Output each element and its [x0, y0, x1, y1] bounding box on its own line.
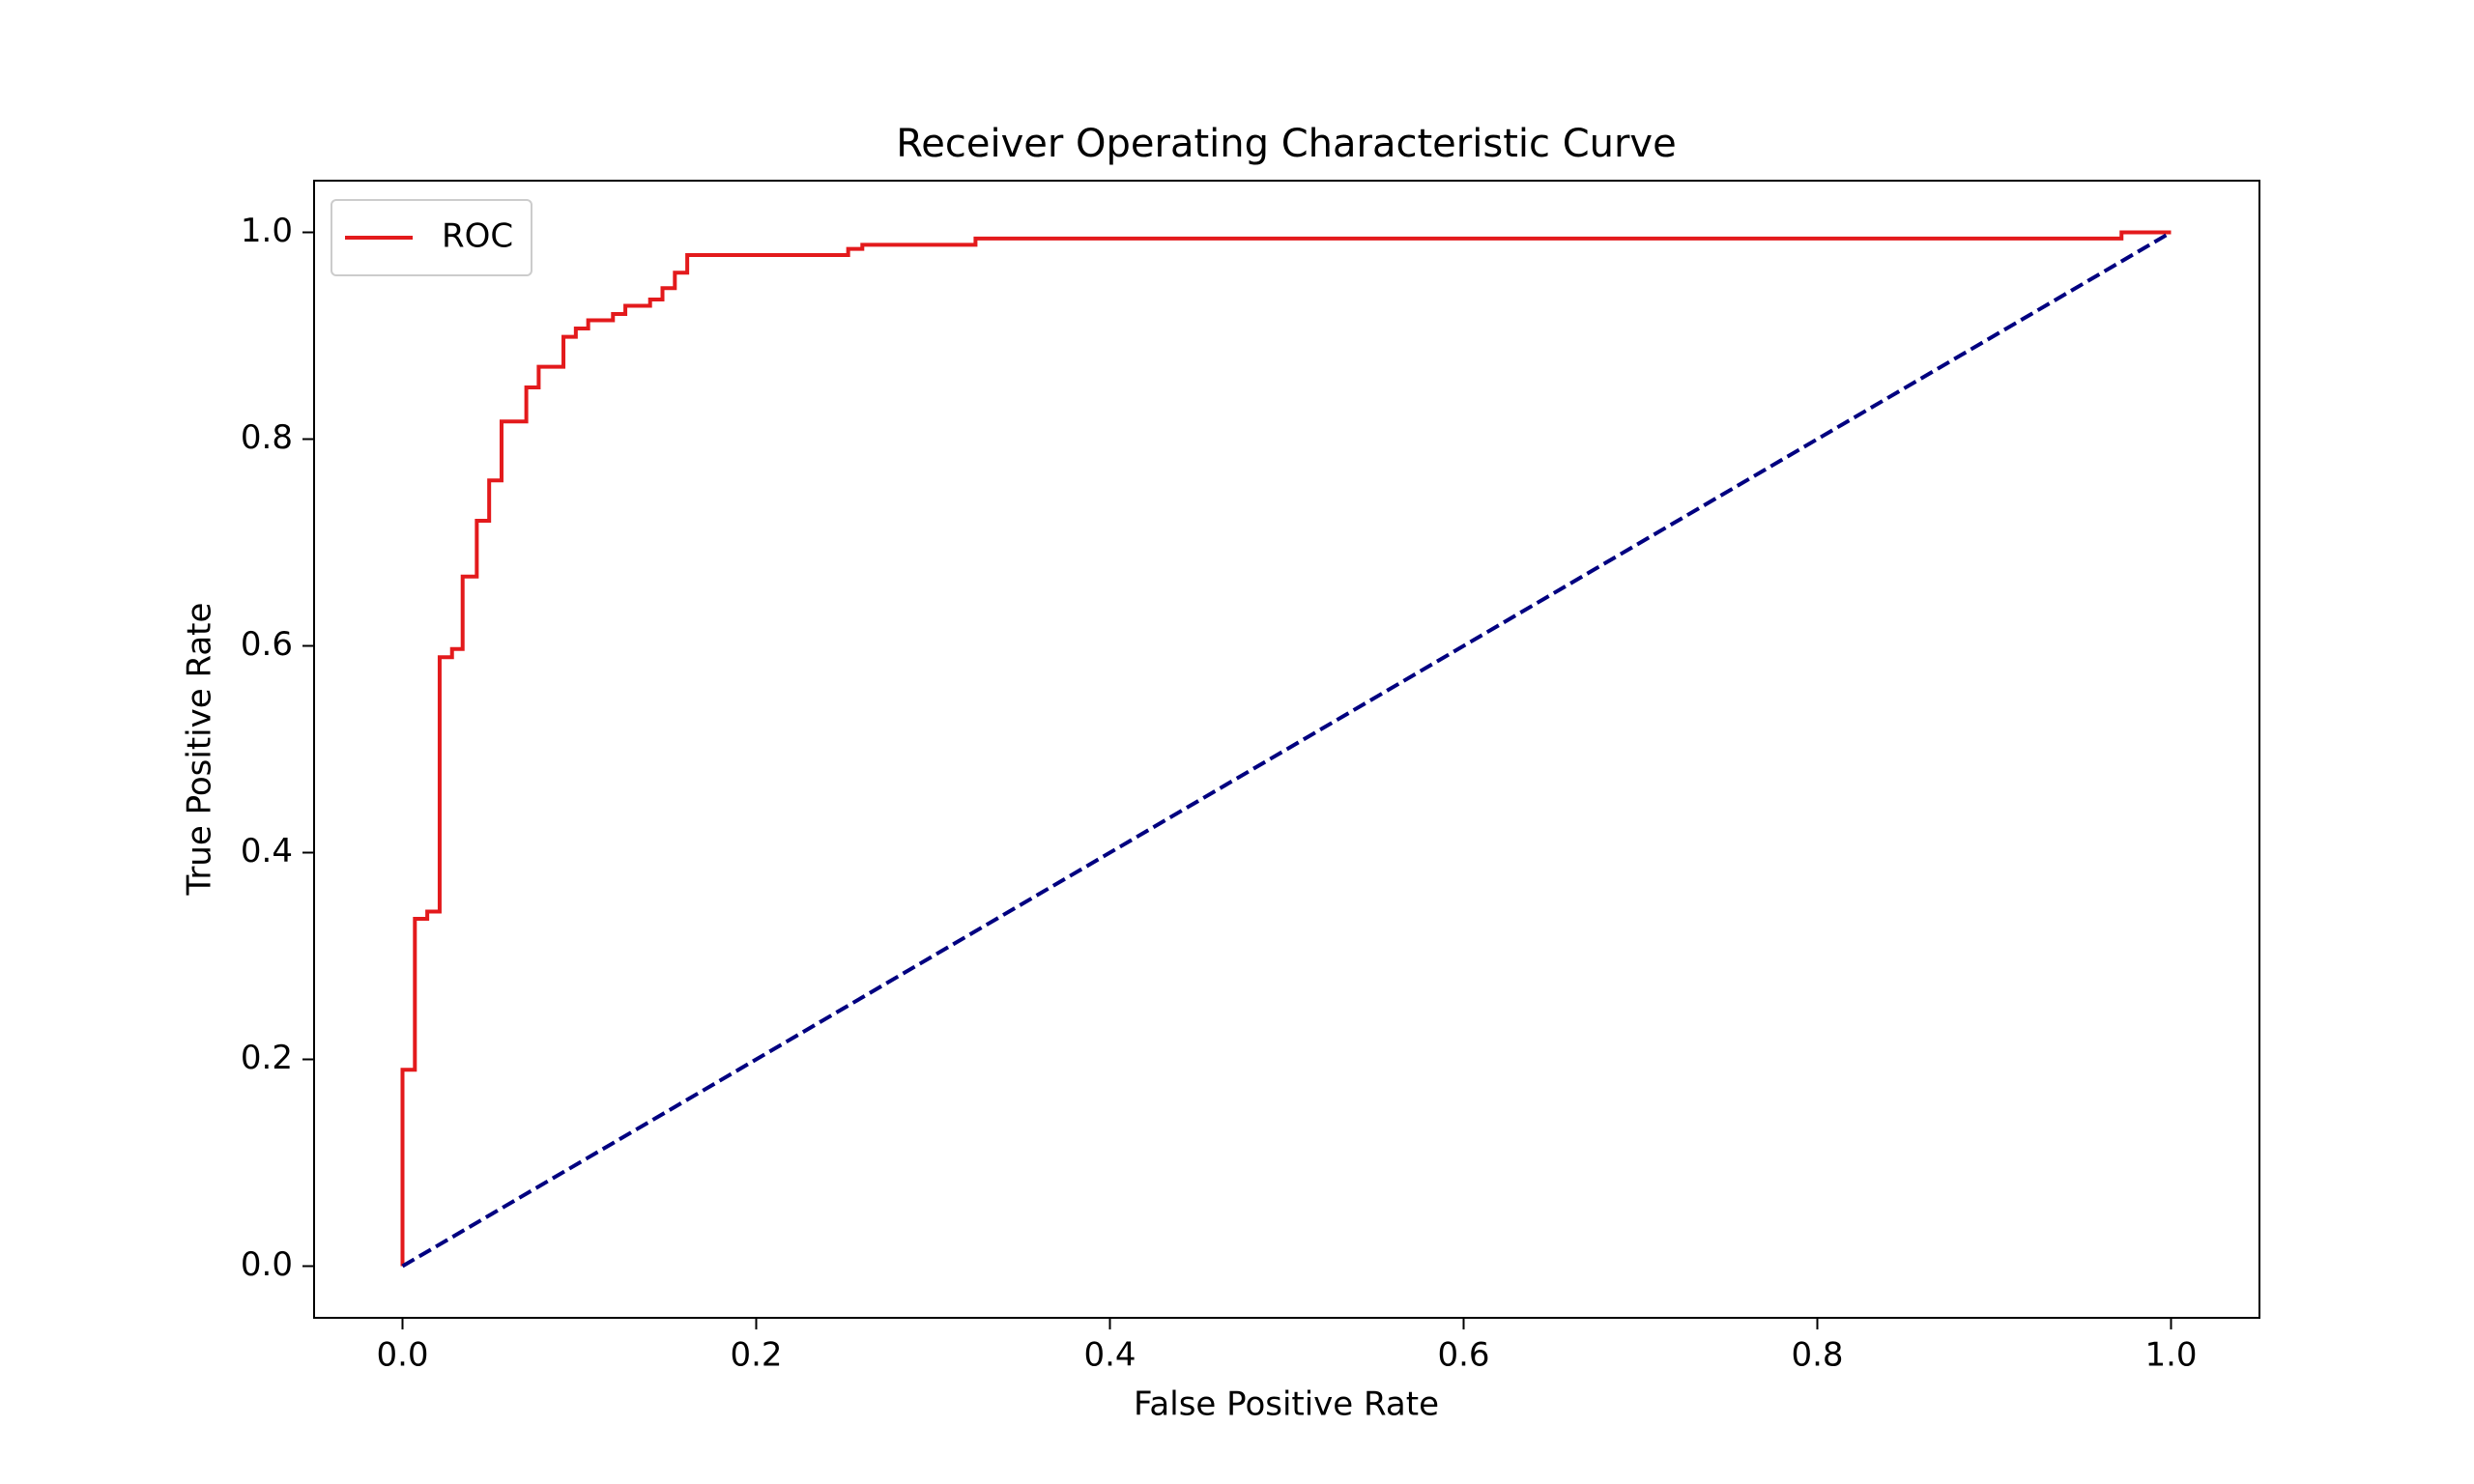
x-tick-label: 1.0 — [2144, 1336, 2197, 1375]
y-tick-label: 0.4 — [241, 832, 293, 870]
x-tick-label: 0.2 — [730, 1336, 782, 1375]
x-axis-label: False Positive Rate — [1134, 1385, 1439, 1424]
x-tick-label: 0.8 — [1791, 1336, 1843, 1375]
legend-label: ROC — [442, 217, 513, 256]
series-line — [401, 230, 2172, 1269]
x-tick-label: 0.6 — [1437, 1336, 1489, 1375]
y-tick-label: 0.8 — [241, 418, 293, 457]
y-axis-label: True Positive Rate — [181, 603, 219, 897]
x-tick-label: 0.0 — [376, 1336, 428, 1375]
legend-box — [331, 199, 532, 276]
x-tick-label: 0.4 — [1083, 1336, 1136, 1375]
y-tick-label: 0.2 — [241, 1039, 293, 1077]
series-line — [400, 230, 2172, 1267]
y-tick-label: 1.0 — [241, 212, 293, 250]
chart-title: Receiver Operating Characteristic Curve — [896, 122, 1676, 166]
plot-frame — [313, 180, 2260, 1319]
y-tick-label: 0.0 — [241, 1245, 293, 1284]
y-tick-label: 0.6 — [241, 625, 293, 664]
